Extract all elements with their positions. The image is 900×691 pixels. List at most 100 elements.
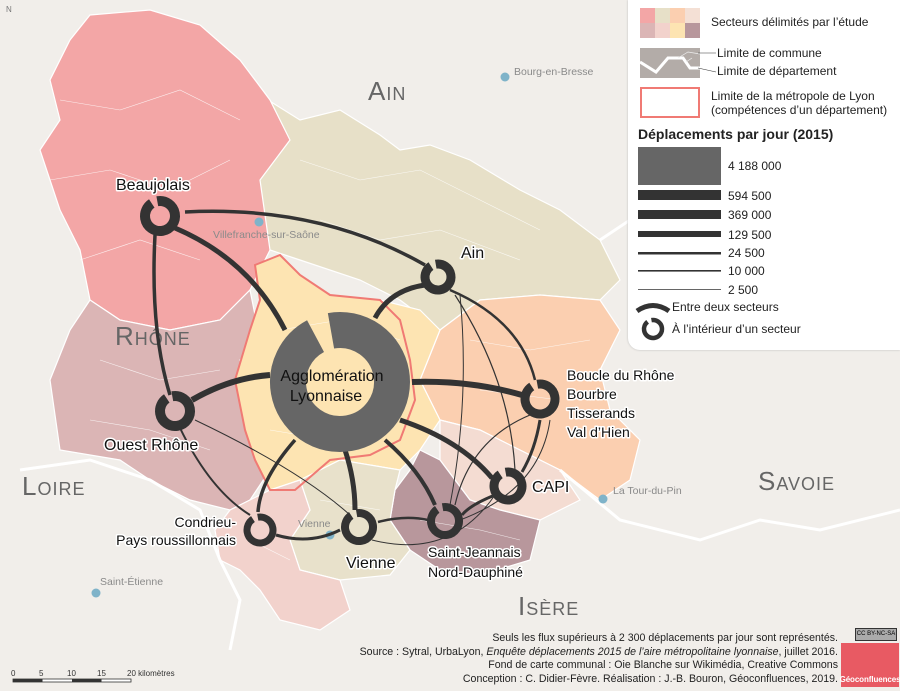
dept-label-rhone: Rhône: [115, 321, 191, 351]
dept-label-isere: Isère: [518, 591, 579, 621]
flow-ouest-condrieu: [179, 427, 251, 516]
flow-agglo-stjean: [383, 438, 437, 506]
flow-boucle-stjean: [454, 414, 531, 506]
flow-condrieu-vienne: [275, 528, 341, 541]
sector-ain: [179, 94, 621, 331]
label-ouest-rhone: Ouest Rhône: [104, 437, 198, 454]
flow-vienne-stjean: [377, 516, 429, 524]
flow-ain-stjean: [449, 294, 464, 506]
credits-threshold: Seuls les flux supérieurs à 2 300 déplac…: [492, 632, 838, 644]
legend-bar-4188000: [638, 147, 721, 185]
legend-value: 10 000: [728, 264, 765, 278]
legend-title: Déplacements par jour (2015): [638, 126, 834, 142]
label-ain: Ain: [461, 245, 484, 262]
label-boucle-1: Boucle du Rhône: [567, 367, 675, 383]
legend-bar-594500: [638, 190, 721, 200]
legend-value: 129 500: [728, 228, 772, 242]
flow-agglo-boucle: [411, 378, 523, 398]
sector-swatches: [640, 8, 700, 38]
city-villefranche: Villefranche-sur-Saône: [213, 229, 320, 241]
legend-value: 4 188 000: [728, 159, 782, 173]
legend-metropole-label-1: Limite de la métropole de Lyon: [711, 89, 875, 103]
metropole-swatch: [640, 87, 700, 118]
legend-inside-label: À l’intérieur d’un secteur: [672, 322, 801, 336]
cc-license-badge: CC BY-NC-SA: [855, 628, 897, 641]
ring-boucle: [520, 379, 560, 419]
flow-agglo-capi: [399, 417, 494, 480]
dept-label-savoie: Savoie: [758, 466, 835, 496]
legend-bar-10000: [638, 270, 721, 272]
scale-bar: 0 5 10 15 20 kilomètres: [11, 669, 175, 683]
city-la-tour-du-pin: La Tour-du-Pin: [613, 485, 682, 497]
city-vienne: Vienne: [298, 518, 331, 530]
dept-label-loire: Loire: [22, 471, 85, 501]
source-authors: Source : Sytral, UrbaLyon,: [359, 645, 487, 658]
credits-basemap: Fond de carte communal : Oie Blanche sur…: [488, 659, 838, 671]
label-boucle-2: Bourbre: [567, 386, 617, 402]
flow-ouest-vienne: [194, 419, 351, 516]
geoconfluences-logo: CC BY-NC-SA Géoconfluences: [839, 628, 900, 688]
logo-mark: Géoconfluences: [839, 643, 900, 687]
between-sectors-icon: [635, 303, 671, 314]
label-saint-jeannais-2: Nord-Dauphiné: [428, 564, 523, 580]
source-title: Enquête déplacements 2015 de l’aire métr…: [486, 645, 779, 658]
inside-sector-icon: [641, 317, 665, 341]
legend: Secteurs délimités par l’étude Limite de…: [628, 0, 900, 350]
label-boucle-3: Tisserands: [567, 405, 635, 421]
city-bourg: Bourg-en-Bresse: [514, 66, 594, 78]
flow-ain-boucle: [449, 288, 537, 381]
credits-source: Source : Sytral, UrbaLyon, Enquête dépla…: [360, 646, 838, 660]
label-beaujolais: Beaujolais: [116, 177, 190, 194]
legend-bar-129500: [638, 231, 721, 237]
legend-value: 369 000: [728, 208, 772, 222]
label-agglo-1: Agglomération: [280, 368, 383, 385]
ring-saint-jeannais: [427, 503, 463, 540]
flow-ain-capi: [454, 294, 516, 471]
legend-symbols: [635, 8, 721, 341]
sector-condrieu: [214, 479, 351, 631]
flow-beaujolais-agglo: [174, 225, 288, 332]
city-dot: [500, 72, 510, 82]
legend-value: 24 500: [728, 246, 765, 260]
legend-bar-24500: [638, 252, 721, 255]
source-date: , juillet 2016.: [778, 645, 838, 658]
legend-metropole-label-2: (compétences d’un département): [711, 103, 888, 117]
label-condrieu-1: Condrieu-: [175, 514, 237, 530]
scale-tick: 5: [39, 669, 44, 678]
scale-tick: 10: [67, 669, 76, 678]
legend-between-label: Entre deux secteurs: [672, 300, 779, 314]
ring-ain: [420, 259, 456, 295]
label-agglo-2: Lyonnaise: [290, 388, 362, 405]
label-condrieu-2: Pays roussillonnais: [116, 532, 236, 548]
legend-commune-label: Limite de commune: [717, 46, 822, 60]
city-dot: [598, 494, 608, 504]
legend-value: 594 500: [728, 189, 772, 203]
city-dot: [91, 588, 101, 598]
city-dot: [254, 217, 264, 227]
label-vienne: Vienne: [346, 555, 396, 572]
label-saint-jeannais-1: Saint-Jeannais: [428, 544, 521, 560]
flow-beaujolais-ouest: [152, 234, 172, 396]
legend-bar-2500: [638, 289, 721, 290]
scale-tick: 20 kilomètres: [127, 669, 175, 678]
logo-text: Géoconfluences: [839, 675, 900, 684]
scale-tick: 0: [11, 669, 16, 678]
legend-sectors-label: Secteurs délimités par l’étude: [711, 15, 869, 29]
rings: [140, 195, 560, 547]
flow-agglo-vienne: [342, 449, 358, 511]
boundary-swatch: [639, 48, 717, 78]
flow-agglo-condrieu: [256, 438, 297, 513]
flow-ain-agglo: [372, 282, 426, 320]
flow-ouest-agglo: [190, 372, 271, 403]
flow-boucle-capi: [520, 419, 542, 473]
ring-condrieu: [243, 513, 277, 547]
ring-ouest-rhone: [155, 391, 195, 431]
credits-authors: Conception : C. Didier-Fèvre. Réalisatio…: [462, 672, 838, 685]
north-arrow: N: [6, 5, 12, 14]
legend-departement-label: Limite de département: [717, 64, 837, 78]
legend-value: 2 500: [728, 283, 759, 297]
dept-label-ain: Ain: [368, 76, 406, 106]
ring-agglo: [270, 312, 410, 452]
scale-tick: 15: [97, 669, 106, 678]
